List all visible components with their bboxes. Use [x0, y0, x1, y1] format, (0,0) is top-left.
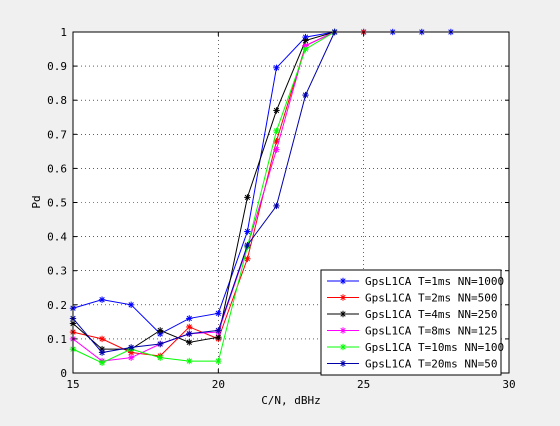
data-point: [186, 323, 193, 331]
legend: GpsL1CA T=1ms NN=1000 GpsL1CA T=2ms NN=50…: [320, 269, 504, 376]
legend-box: [320, 269, 502, 376]
legend-label: GpsL1CA T=8ms NN=125: [365, 325, 497, 338]
data-point: [244, 255, 251, 262]
x-tick-label: 20: [212, 378, 225, 391]
data-point: [244, 194, 251, 201]
y-tick-label: 0.1: [47, 333, 67, 346]
data-point: [302, 37, 309, 44]
data-point: [98, 359, 106, 366]
data-point: [339, 343, 347, 351]
series-line: [72, 31, 335, 362]
data-point: [273, 146, 280, 153]
legend-entry: GpsL1CA T=2ms NN=500: [327, 292, 497, 305]
legend-entry: GpsL1CA T=8ms NN=125: [327, 325, 497, 338]
data-point: [273, 64, 280, 72]
data-point: [127, 344, 135, 351]
data-point: [273, 127, 280, 135]
series-line: [72, 31, 336, 354]
data-point: [98, 349, 106, 356]
y-tick-label: 0.3: [47, 265, 67, 278]
ticks: 15 20 25 30 0 0.1 0.2 0.3 0.4 0.5 0.6 0.7 0.8 0.9 1: [47, 26, 516, 391]
y-tick-label: 0.8: [47, 94, 67, 107]
series-5: [69, 28, 338, 366]
data-point: [215, 310, 222, 317]
legend-entry: GpsL1CA T=1ms NN=1000: [327, 275, 504, 288]
data-point: [339, 327, 347, 334]
y-tick-label: 0.7: [47, 128, 67, 141]
data-point: [339, 277, 347, 285]
data-point: [98, 335, 106, 343]
data-point: [98, 296, 106, 303]
y-tick-label: 0.6: [47, 162, 67, 175]
legend-entry: GpsL1CA T=20ms NN=50: [327, 358, 497, 371]
legend-entry: GpsL1CA T=10ms NN=100: [327, 341, 504, 354]
y-axis-label: Pd: [30, 195, 43, 208]
legend-label: GpsL1CA T=4ms NN=250: [365, 308, 497, 321]
data-point: [186, 330, 193, 337]
legend-label: GpsL1CA T=1ms NN=1000: [365, 275, 504, 288]
data-point: [215, 357, 222, 365]
data-point: [157, 327, 164, 334]
data-point: [302, 91, 309, 99]
data-point: [244, 228, 251, 235]
series-line: [72, 31, 335, 364]
legend-label: GpsL1CA T=20ms NN=50: [365, 358, 497, 371]
x-tick-label: 30: [502, 378, 515, 391]
data-point: [157, 354, 164, 361]
y-tick-label: 0.4: [47, 231, 67, 244]
data-point: [339, 310, 347, 318]
data-point: [244, 241, 251, 249]
series-line: [72, 31, 335, 350]
x-axis-label: C/N, dBHz: [261, 394, 321, 407]
legend-label: GpsL1CA T=10ms NN=100: [365, 341, 504, 354]
data-point: [186, 357, 193, 365]
data-point: [339, 360, 347, 367]
legend-entry: GpsL1CA T=4ms NN=250: [327, 308, 497, 321]
legend-label: GpsL1CA T=2ms NN=500: [365, 292, 497, 305]
series-layer: [69, 28, 455, 366]
y-tick-label: 0.2: [47, 299, 67, 312]
y-tick-label: 0.9: [47, 60, 67, 73]
data-point: [215, 327, 222, 334]
data-point: [273, 107, 280, 114]
data-point: [127, 301, 135, 308]
x-tick-label: 25: [357, 378, 370, 391]
y-tick-label: 0.5: [47, 197, 67, 210]
data-point: [186, 315, 193, 322]
y-tick-label: 1: [60, 26, 67, 39]
data-point: [127, 354, 135, 361]
data-point: [186, 339, 193, 346]
y-tick-label: 0: [60, 367, 67, 380]
data-point: [339, 294, 347, 301]
data-point: [157, 340, 164, 348]
data-point: [273, 202, 280, 210]
data-point: [302, 45, 309, 53]
x-tick-label: 15: [66, 378, 79, 391]
